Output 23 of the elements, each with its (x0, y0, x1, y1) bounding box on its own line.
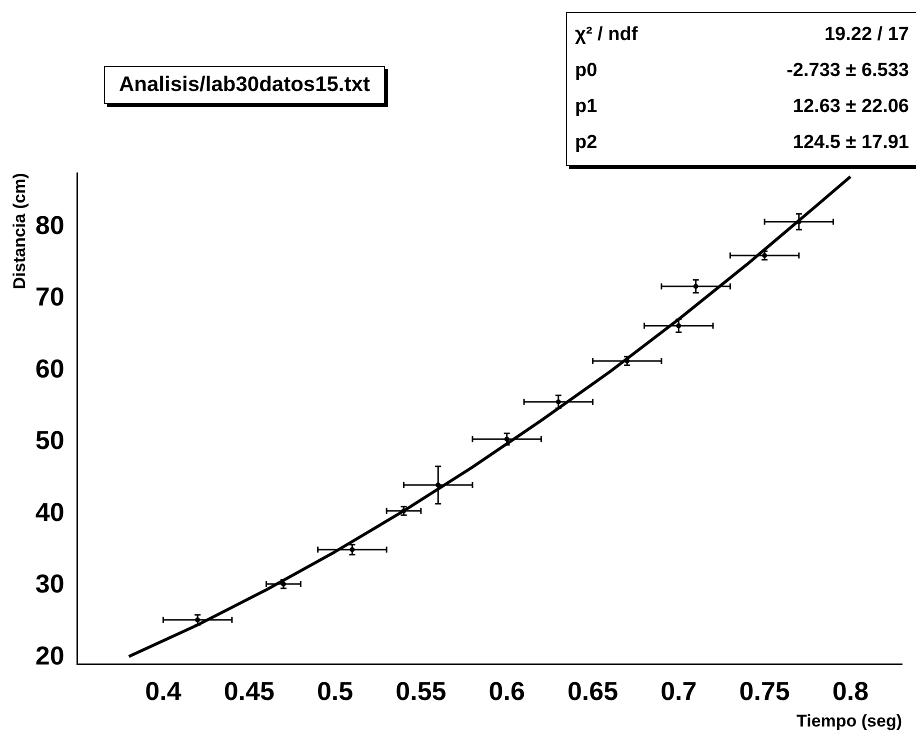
x-tick-label: 0.4 (145, 676, 182, 706)
text: p1 12.63 ± 22.06 (575, 96, 909, 117)
x-tick-label: 0.8 (832, 676, 869, 706)
y-tick-label: 80 (35, 210, 64, 240)
x-tick-label: 0.5 (316, 676, 354, 706)
x-axis-title: Tiempo (seg) (796, 711, 902, 730)
x-tick-label: 0.75 (739, 676, 790, 706)
y-tick-label: 50 (35, 425, 64, 456)
text: p0 -2.733 ± 6.533 (575, 60, 909, 81)
y-tick-label: 60 (35, 353, 64, 384)
y-tick-label: 70 (35, 282, 64, 312)
x-tick-label: 0.45 (224, 676, 274, 706)
text: p2 124.5 ± 17.91 (575, 132, 909, 153)
x-tick-label: 0.55 (396, 676, 446, 706)
x-tick-label: 0.6 (488, 676, 525, 706)
x-tick-label: 0.65 (567, 676, 618, 706)
x-tick-label: 0.7 (660, 676, 697, 706)
y-tick-label: 30 (35, 568, 64, 599)
chart-title: Analisis/lab30datos15.txt (104, 66, 385, 104)
y-axis-title: Distancia (cm) (10, 173, 29, 290)
y-tick-label: 40 (35, 496, 64, 527)
y-tick-label: 20 (35, 640, 64, 670)
text: χ² / ndf 19.22 / 17 (575, 24, 909, 45)
